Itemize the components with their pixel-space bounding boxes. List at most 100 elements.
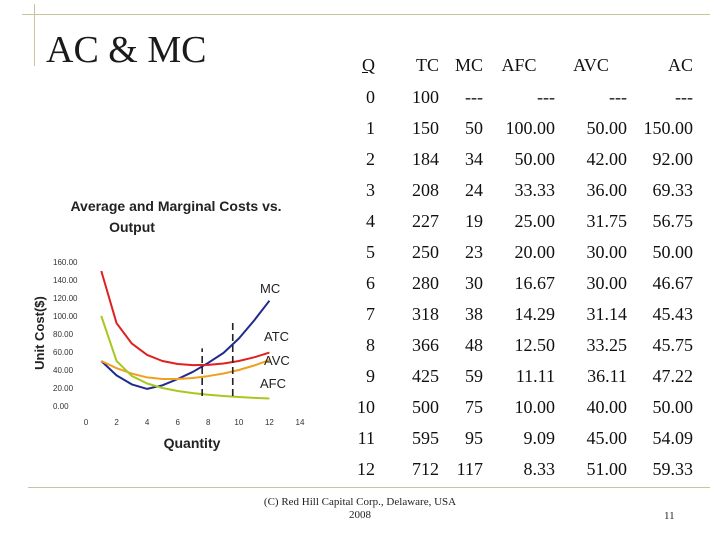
cell-q: 4 [366,211,375,231]
header-tc: TC [415,54,439,75]
cell-afc: 11.11 [515,366,555,386]
cell-avc: 42.00 [586,149,628,169]
table-row: 4 227 19 25.00 31.75 56.75 [333,206,693,237]
cell-afc: 100.00 [505,118,556,138]
cell-q: 2 [366,149,375,169]
chart-title-line2: Output [109,219,155,235]
cell-afc: 20.00 [514,242,556,262]
y-tick-label: 20.00 [53,384,74,393]
series-line-afc [100,315,270,400]
x-tick-label: 4 [145,418,150,427]
y-tick-label: 0.00 [53,402,69,411]
cell-avc: 30.00 [586,242,628,262]
table-row: 5 250 23 20.00 30.00 50.00 [333,237,693,268]
cell-mc: 117 [456,459,483,479]
cell-avc: --- [609,87,627,107]
cell-tc: 500 [412,397,439,417]
cell-mc: 23 [465,242,483,262]
slide-footer: (C) Red Hill Capital Corp., Delaware, US… [250,496,470,522]
cell-avc: 50.00 [586,118,628,138]
table-row: 7 318 38 14.29 31.14 45.43 [333,299,693,330]
cell-q: 0 [366,87,375,107]
y-axis-label: Unit Cost($) [32,296,47,370]
cell-q: 8 [366,335,375,355]
cell-ac: 59.33 [652,459,694,479]
cell-afc: 12.50 [514,335,556,355]
cell-mc: 59 [465,366,483,386]
cell-avc: 51.00 [586,459,628,479]
cell-avc: 40.00 [586,397,628,417]
cell-q: 11 [357,428,375,448]
x-tick-label: 0 [84,418,89,427]
cell-mc: 19 [465,211,483,231]
cell-avc: 45.00 [586,428,628,448]
cell-mc: 48 [465,335,483,355]
cell-afc: 9.09 [523,428,556,448]
cell-ac: 92.00 [652,149,694,169]
footer-copyright: (C) Red Hill Capital Corp., Delaware, US… [263,496,457,508]
slide-frame-left [34,4,35,66]
y-tick-label: 140.00 [53,276,78,285]
cell-afc: --- [537,87,555,107]
y-tick-label: 120.00 [53,294,78,303]
cell-tc: 595 [412,428,439,448]
cell-avc: 33.25 [586,335,628,355]
table-row: 9 425 59 11.11 36.11 47.22 [333,361,693,392]
cost-chart: Average and Marginal Costs vs. Output Un… [32,198,305,451]
cell-q: 7 [366,304,375,324]
series-label-afc: AFC [260,376,286,391]
cell-tc: 425 [412,366,439,386]
cell-tc: 150 [412,118,439,138]
chart-title-line1: Average and Marginal Costs vs. [70,198,281,214]
cell-q: 3 [366,180,375,200]
cell-afc: 25.00 [514,211,556,231]
cell-avc: 36.00 [586,180,628,200]
table-row: 6 280 30 16.67 30.00 46.67 [333,268,693,299]
table-header-row: Q TC MC AFC AVC AC [333,48,693,82]
cell-afc: 10.00 [514,397,556,417]
cell-ac: 46.67 [652,273,694,293]
cell-tc: 208 [412,180,439,200]
y-tick-label: 60.00 [53,348,74,357]
cell-ac: 50.00 [652,397,694,417]
cell-tc: 366 [412,335,439,355]
cell-tc: 280 [412,273,439,293]
slide-title: AC & MC [46,29,207,71]
cell-mc: 24 [465,180,483,200]
header-ac: AC [667,54,693,75]
cell-ac: 150.00 [643,118,694,138]
cell-afc: 33.33 [514,180,556,200]
cell-mc: 38 [465,304,483,324]
cell-mc: 50 [465,118,483,138]
x-tick-label: 14 [296,418,305,427]
header-q: Q [362,54,375,75]
cell-ac: 50.00 [652,242,694,262]
cell-q: 10 [357,397,375,417]
cell-ac: 69.33 [652,180,694,200]
cell-q: 9 [366,366,375,386]
cell-avc: 31.75 [586,211,628,231]
cost-table: Q TC MC AFC AVC AC 0 100 --- --- --- --- 1 150 5… [333,48,693,485]
cell-tc: 712 [412,459,439,479]
page-number: 11 [664,510,675,522]
cell-tc: 227 [412,211,439,231]
cell-tc: 250 [412,242,439,262]
series-label-avc: AVC [264,353,290,368]
cell-ac: 54.09 [652,428,694,448]
cell-mc: --- [465,87,483,107]
cell-avc: 30.00 [586,273,628,293]
series-label-atc: ATC [264,329,289,344]
cell-afc: 50.00 [514,149,556,169]
x-tick-label: 8 [206,418,211,427]
cell-tc: 184 [412,149,439,169]
x-tick-label: 6 [175,418,180,427]
cell-q: 5 [366,242,375,262]
table-row: 12 712 117 8.33 51.00 59.33 [333,454,693,485]
x-tick-label: 12 [265,418,274,427]
slide-frame-top [22,14,710,15]
slide-frame-bottom [28,487,710,488]
y-tick-label: 80.00 [53,330,74,339]
footer-year: 2008 [349,509,371,521]
series-line-atc [100,270,270,367]
cell-q: 12 [357,459,375,479]
